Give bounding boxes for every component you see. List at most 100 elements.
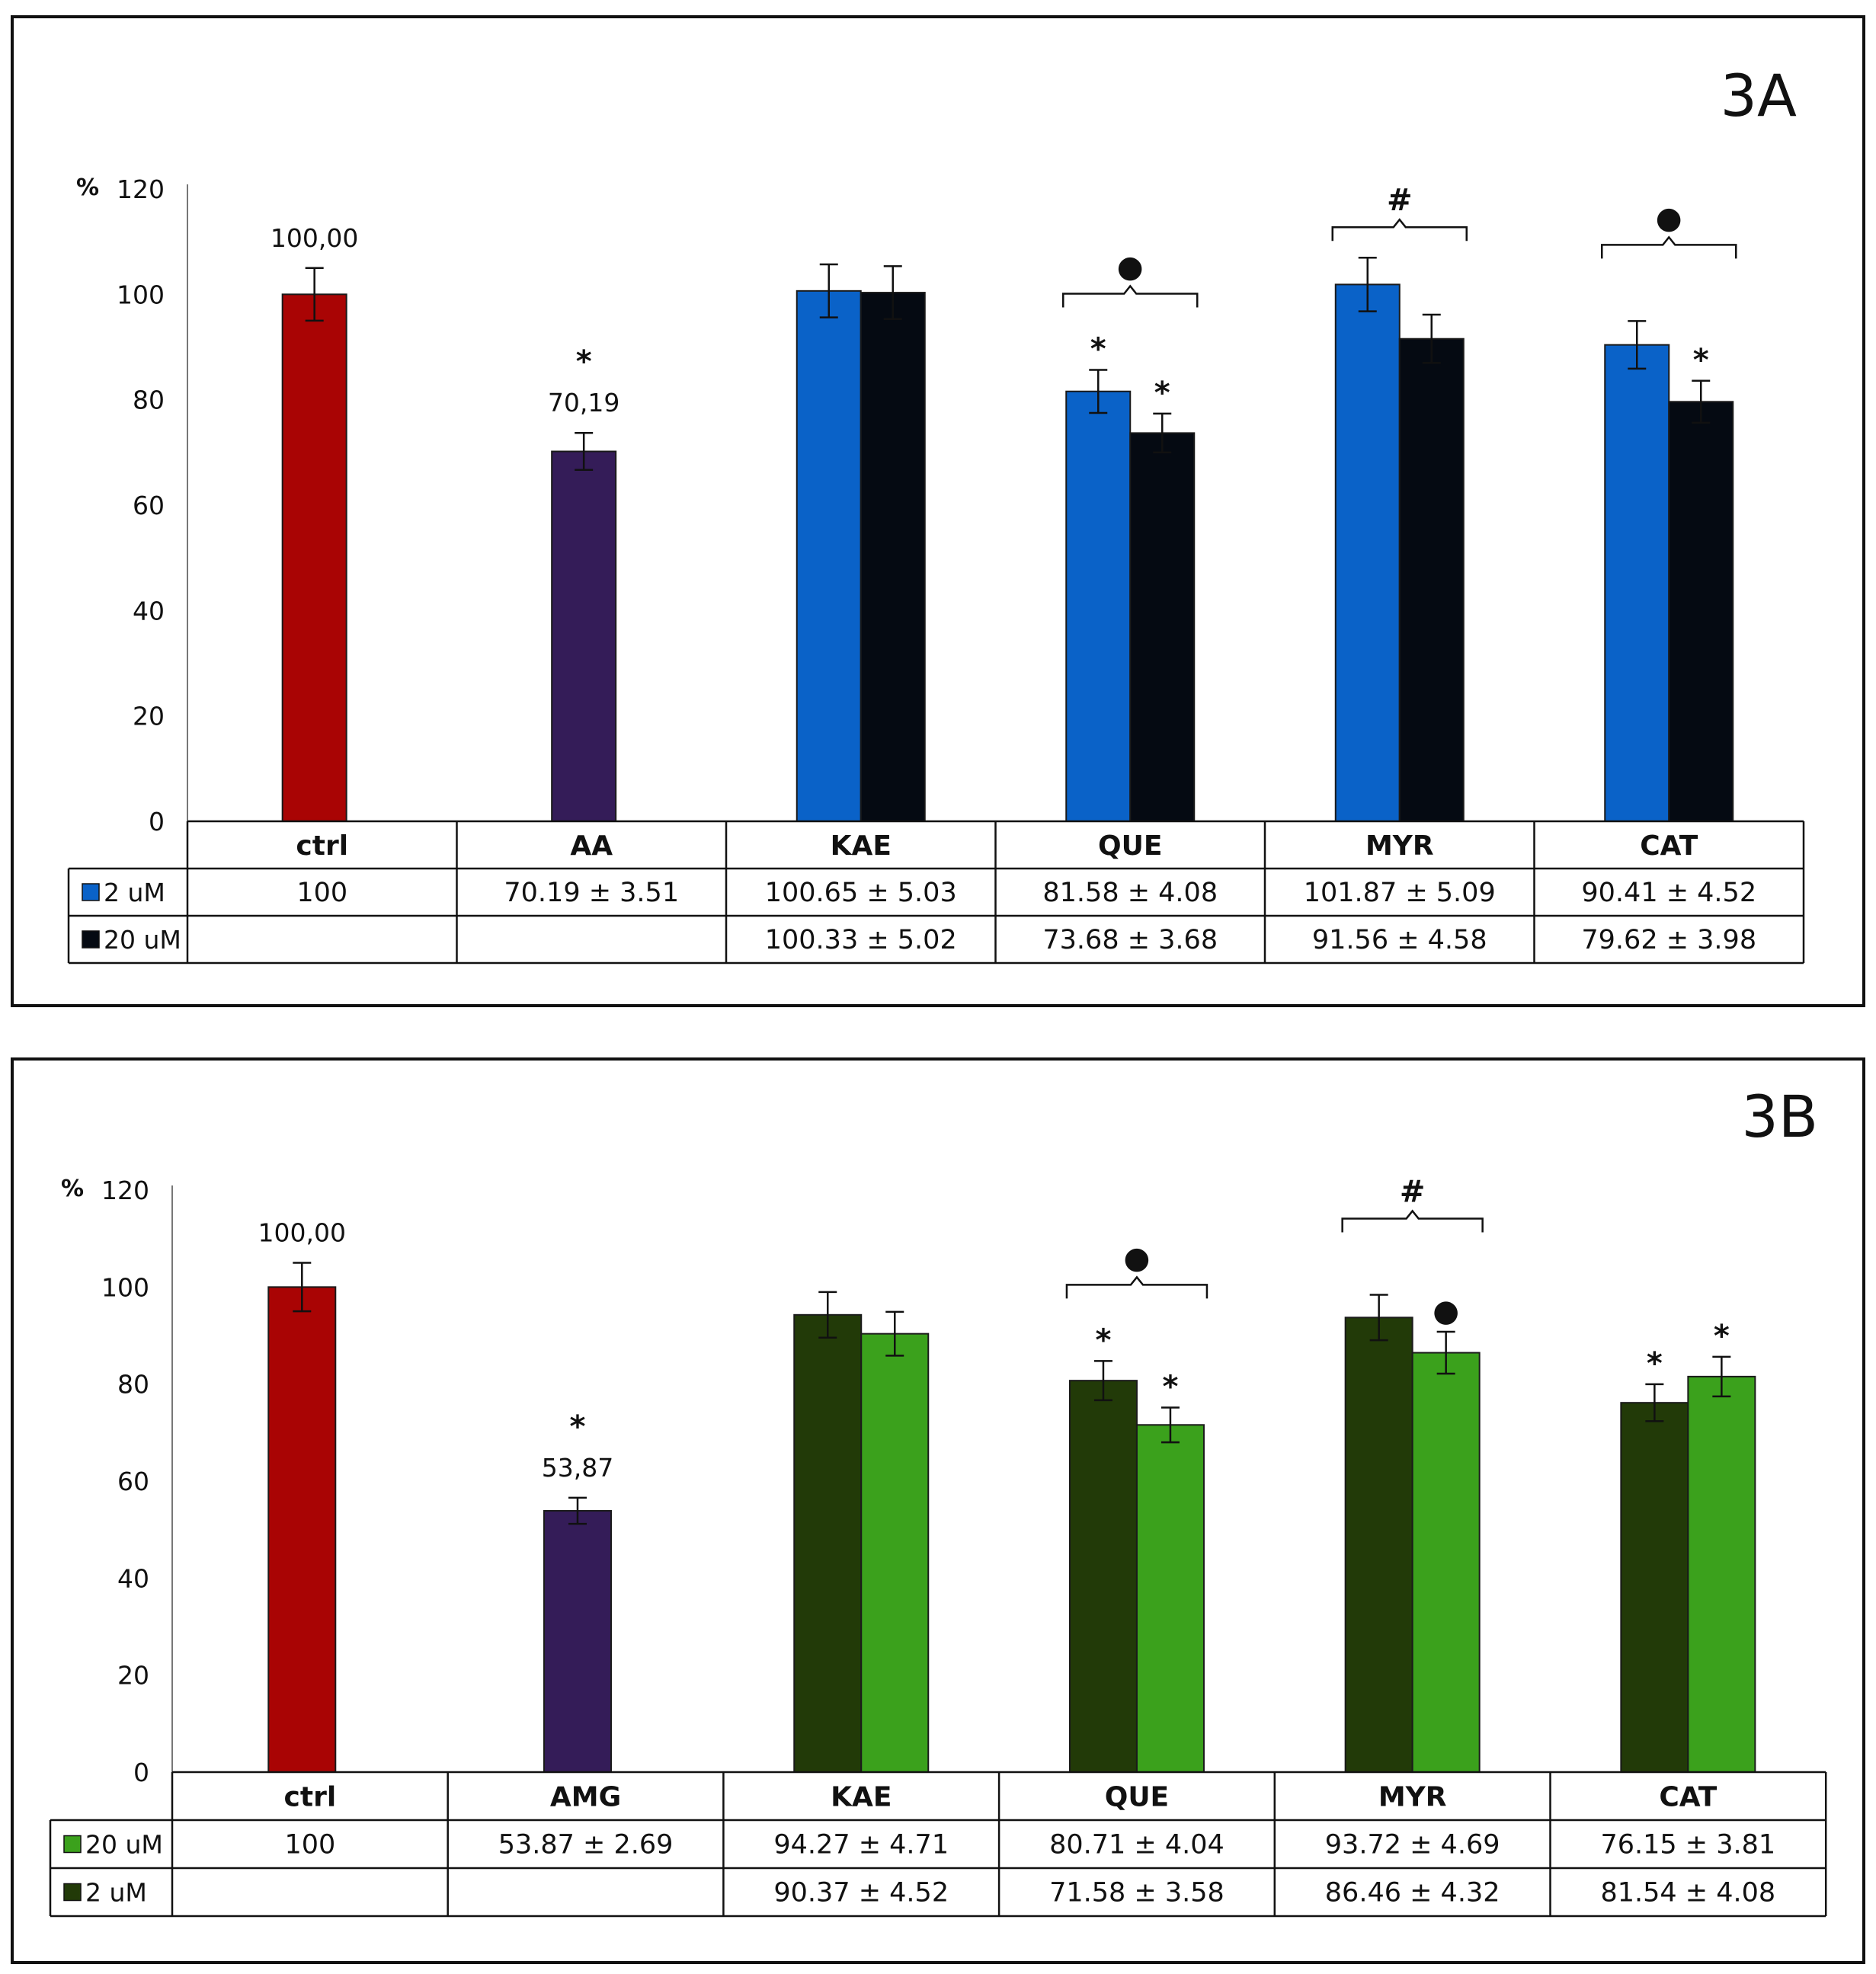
significance-mark: * xyxy=(1090,332,1106,367)
table-cell: 71.58 ± 3.58 xyxy=(1049,1878,1225,1908)
legend-swatch xyxy=(63,1883,82,1902)
panel-3b: 3B% 0 20 40 60 80 100 120 100,00 53,87 * * * ● * * ● # ctr… xyxy=(11,1057,1865,1964)
panel-title: 3B xyxy=(1742,1083,1819,1150)
y-tick-label: 20 xyxy=(133,702,165,731)
legend-label: 20 uM xyxy=(85,1830,163,1860)
table-cell: 93.72 ± 4.69 xyxy=(1325,1830,1500,1860)
category-label-ctrl: ctrl xyxy=(296,830,348,862)
category-label-cat: CAT xyxy=(1659,1782,1717,1813)
legend-label: 2 uM xyxy=(85,1878,147,1908)
y-tick-label: 0 xyxy=(133,1758,149,1787)
y-unit-label: % xyxy=(76,174,99,201)
bar-myr-2um xyxy=(1334,283,1401,822)
y-tick-label: 60 xyxy=(117,1467,149,1496)
bar-kae-20um xyxy=(860,292,926,822)
category-label-myr: MYR xyxy=(1365,830,1434,862)
table-cell: 70.19 ± 3.51 xyxy=(504,878,679,908)
y-tick-label: 100 xyxy=(101,1272,149,1302)
category-label-kae: KAE xyxy=(831,830,892,862)
y-tick-label: 120 xyxy=(101,1176,149,1205)
significance-mark: * xyxy=(1714,1319,1730,1354)
chart-3b: 3B% 0 20 40 60 80 100 120 100,00 53,87 * * * ● * * ● # ctr… xyxy=(49,1083,1827,1918)
y-tick-label: 0 xyxy=(149,807,165,837)
panel-title: 3A xyxy=(1721,62,1797,130)
category-label-myr: MYR xyxy=(1378,1782,1447,1813)
significance-mark: ● xyxy=(1433,1294,1459,1329)
table-cell: 100.33 ± 5.02 xyxy=(765,925,957,955)
legend-label: 2 uM xyxy=(104,878,165,907)
table-cell: 81.58 ± 4.08 xyxy=(1042,878,1218,908)
data-label: 53,87 xyxy=(542,1453,613,1483)
comparison-bracket xyxy=(1601,235,1737,259)
bar-que-2um xyxy=(1135,1424,1205,1773)
table-cell: 100.65 ± 5.03 xyxy=(765,878,957,908)
bracket-symbol: # xyxy=(1400,1174,1426,1209)
bracket-symbol: ● xyxy=(1117,250,1144,285)
bracket-symbol: # xyxy=(1387,183,1413,218)
significance-mark: * xyxy=(570,1409,586,1445)
y-tick-label: 80 xyxy=(117,1370,149,1400)
bar-que-20um xyxy=(1129,432,1196,822)
bar-ctrl-20um xyxy=(267,1286,337,1774)
data-label: 100,00 xyxy=(258,1218,346,1248)
table-cell: 86.46 ± 4.32 xyxy=(1325,1878,1500,1908)
table-cell: 90.37 ± 4.52 xyxy=(773,1878,949,1908)
category-label-kae: KAE xyxy=(831,1782,892,1813)
comparison-bracket xyxy=(1331,218,1468,242)
category-label-que: QUE xyxy=(1098,830,1162,862)
bar-que-20um xyxy=(1068,1380,1138,1773)
y-tick-label: 20 xyxy=(117,1661,149,1691)
bar-cat-20um xyxy=(1620,1402,1689,1773)
legend-swatch xyxy=(82,883,100,901)
significance-mark: * xyxy=(1154,376,1170,411)
bar-kae-2um xyxy=(796,290,862,822)
significance-mark: * xyxy=(1693,343,1709,378)
category-label-que: QUE xyxy=(1105,1782,1169,1813)
y-tick-label: 40 xyxy=(133,596,165,625)
comparison-bracket xyxy=(1341,1209,1484,1233)
table-cell: 79.62 ± 3.98 xyxy=(1581,925,1756,955)
table-cell: 91.56 ± 4.58 xyxy=(1312,925,1487,955)
table-cell: 53.87 ± 2.69 xyxy=(498,1830,674,1860)
significance-mark: * xyxy=(576,344,592,379)
table-cell: 101.87 ± 5.09 xyxy=(1304,878,1496,908)
bracket-symbol: ● xyxy=(1123,1240,1150,1275)
bar-cat-20um xyxy=(1668,401,1734,823)
significance-mark: * xyxy=(1162,1369,1178,1404)
data-label: 70,19 xyxy=(548,388,619,418)
bar-cat-2um xyxy=(1604,344,1670,822)
y-tick-label: 100 xyxy=(117,280,165,309)
bar-myr-20um xyxy=(1398,338,1465,822)
significance-mark: * xyxy=(1647,1346,1663,1381)
data-label: 100,00 xyxy=(271,223,358,253)
legend-label: 20 uM xyxy=(104,925,181,955)
bar-kae-20um xyxy=(793,1313,863,1773)
category-label-amg: AMG xyxy=(550,1782,621,1813)
bar-aa-2um xyxy=(551,450,617,822)
table-cell: 76.15 ± 3.81 xyxy=(1600,1830,1775,1860)
bar-kae-2um xyxy=(860,1333,930,1773)
table-cell: 94.27 ± 4.71 xyxy=(773,1830,949,1860)
y-tick-label: 80 xyxy=(133,386,165,415)
bar-myr-20um xyxy=(1344,1317,1413,1774)
category-label-aa: AA xyxy=(570,830,613,862)
chart-3a: 3A% 0 20 40 60 80 100 120 100,00 70,19 * * * * ● # ● ctrl… xyxy=(67,62,1805,965)
category-label-cat: CAT xyxy=(1640,830,1698,862)
panel-3a: 3A% 0 20 40 60 80 100 120 100,00 70,19 * * * * ● # ● ctrl… xyxy=(11,15,1865,1007)
bar-myr-2um xyxy=(1411,1352,1481,1773)
significance-mark: * xyxy=(1095,1323,1111,1358)
table-cell: 73.68 ± 3.68 xyxy=(1042,925,1218,955)
table-cell: 90.41 ± 4.52 xyxy=(1581,878,1756,908)
y-tick-label: 40 xyxy=(117,1563,149,1593)
legend-swatch xyxy=(63,1835,82,1854)
table-cell: 100 xyxy=(296,878,347,908)
y-unit-label: % xyxy=(61,1176,84,1202)
legend-swatch xyxy=(82,930,100,949)
bar-amg-20um xyxy=(543,1510,612,1773)
comparison-bracket xyxy=(1062,284,1199,308)
table-cell: 100 xyxy=(284,1830,335,1860)
table-cell: 81.54 ± 4.08 xyxy=(1600,1878,1775,1908)
bar-que-2um xyxy=(1065,390,1132,822)
y-tick-label: 60 xyxy=(133,491,165,520)
category-label-ctrl: ctrl xyxy=(284,1782,337,1813)
